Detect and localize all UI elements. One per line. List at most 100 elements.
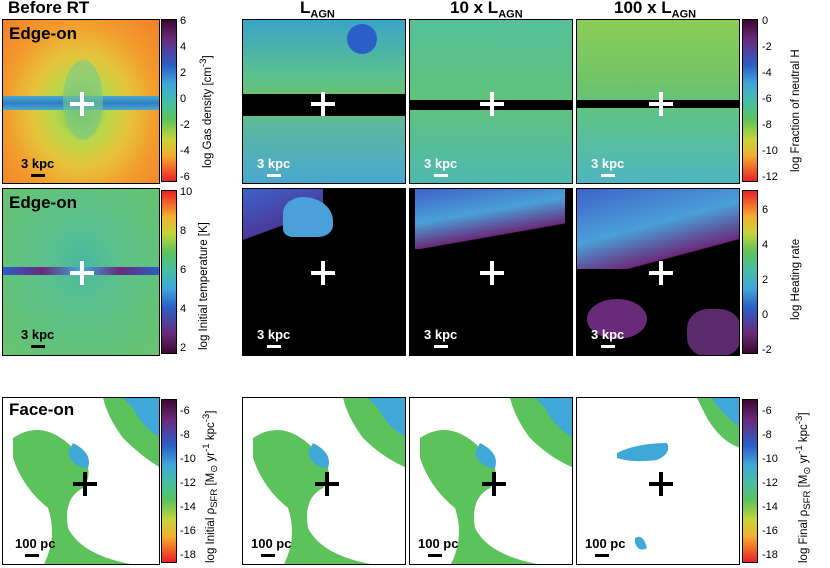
panel-10x-sfr: 100 pc [409,397,573,565]
tick: -10 [762,453,778,465]
header-l-agn-sub: AGN [310,8,335,21]
cb-label: log Gas density [cm [201,67,214,168]
tick: 6 [762,204,769,216]
tick: -12 [762,477,778,489]
tick: -10 [180,453,196,465]
tick: -8 [762,429,772,441]
row-label-edge-on-2: Edge-on [9,193,77,212]
scale-bar [595,554,609,557]
header-10x-main: 10 x L [450,0,499,17]
label-gas-density: log Gas density [cm-3] [198,55,214,168]
scale-text: 3 kpc [591,156,625,171]
center-cross [311,92,335,116]
label-init-sfr: log Initial ρSFR [M⊙ yr-1 kpc-3] [201,411,220,563]
colorbar-neutral-h [742,19,758,182]
label-final-sfr: log Final ρSFR [M⊙ yr-1 kpc-3] [794,412,813,563]
tick: -18 [762,549,778,561]
cb-label-part: ] [797,412,810,416]
cb-label-part: [M [797,474,810,491]
sfr-map [617,398,739,550]
cb-label-sup: -3 [198,58,209,68]
scale-text: 3 kpc [424,156,458,171]
center-cross [70,92,94,116]
tick: -12 [180,477,196,489]
center-cross [480,261,504,285]
scale-bar [267,345,281,348]
cb-label: log Initial ρ [204,507,217,563]
sfr-core [712,398,739,427]
scale-3-kpc: 3 kpc [424,327,458,348]
tick: -2 [180,119,190,131]
panel-100x-heating: 3 kpc [576,188,740,356]
tick: 4 [180,41,187,53]
scale-3-kpc: 3 kpc [257,156,290,177]
center-cross [482,472,506,496]
row-label-edge-on-1: Edge-on [9,24,77,43]
cb-label-part: yr [204,451,217,465]
tick: 8 [180,225,187,237]
center-cross [73,472,97,496]
tick: 2 [762,274,769,286]
scale-3-kpc: 3 kpc [21,327,54,348]
panel-before-sfr: Face-on 100 pc [2,397,160,565]
scale-text: 3 kpc [424,327,458,342]
panel-100x-sfr: 100 pc [576,397,740,565]
cb-label: log Final ρ [797,509,810,563]
colorbar-heating [742,190,758,354]
colorbar-gas-density [161,19,177,182]
tick: 4 [180,303,187,315]
sfr-core [68,443,89,468]
panel-l-agn-neutral: 3 kpc [242,19,406,184]
cb-label-sub: SFR [802,490,814,510]
scale-3-kpc: 3 kpc [424,156,458,177]
center-cross [649,472,673,496]
scale-bar [25,554,39,557]
sfr-core [308,443,329,468]
tick: -2 [762,41,772,53]
cb-label-sup: -3 [201,413,212,423]
scale-text: 100 pc [418,536,459,551]
tick: 10 [180,186,193,198]
sfr-core [123,398,159,437]
scale-100-pc: 100 pc [251,536,291,557]
sfr-core [635,536,647,550]
header-l-agn-main: L [300,0,311,17]
cb-label-sun: ⊙ [209,464,221,473]
center-cross [70,261,94,285]
center-cross [649,261,673,285]
cb-label-end: ] [201,55,214,59]
cb-label-sup: -3 [794,415,805,425]
tick: -10 [762,145,778,157]
header-10x-sub: AGN [498,8,523,21]
label-heating: log Heating rate [790,238,802,320]
scale-bar [601,174,615,177]
tick: -16 [762,525,778,537]
header-100x-main: 100 x L [614,0,672,17]
cb-label-part: kpc [797,424,810,446]
tick: -14 [762,501,778,513]
tick: -12 [762,171,778,183]
cb-label-part: yr [797,453,810,467]
header-100x-l-agn: 100 x LAGN [614,0,696,20]
tick: -6 [180,405,190,417]
sfr-map [253,398,405,564]
panel-l-agn-heating: 3 kpc [242,188,406,356]
sfr-core [475,443,496,468]
scale-bar [434,345,448,348]
heated-plume [577,189,739,269]
tick: -14 [180,501,196,513]
scale-bar [261,554,275,557]
cb-label-sun: ⊙ [802,466,814,475]
sfr-core [535,398,572,437]
tick: 4 [762,239,769,251]
tick: -8 [762,119,772,131]
sfr-region [420,430,538,564]
cb-label-sub: SFR [209,488,221,508]
blue-blob [347,24,377,54]
panel-10x-heating: 3 kpc [409,188,573,356]
sfr-core [368,398,405,437]
tick: 2 [180,67,187,79]
colorbar-init-sfr [161,399,177,563]
scale-bar [428,554,442,557]
heated-plume [415,189,565,249]
